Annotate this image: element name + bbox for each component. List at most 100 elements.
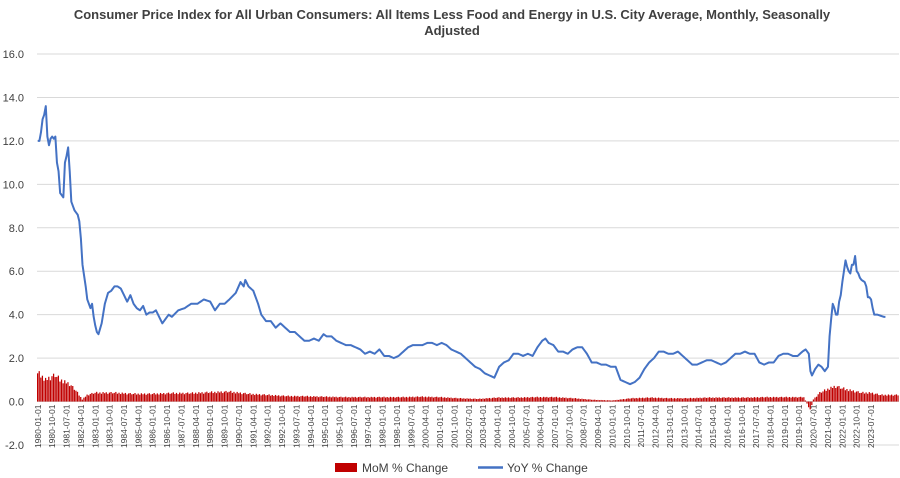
mom-bar [371, 397, 372, 402]
mom-bar [380, 397, 381, 401]
x-tick-label: 2023-07-01 [866, 404, 876, 448]
mom-bar [853, 390, 854, 401]
x-tick-label: 2000-04-01 [421, 404, 431, 448]
mom-bar [752, 398, 753, 402]
mom-bar [463, 398, 464, 401]
mom-bar [379, 397, 380, 402]
mom-bar [83, 398, 84, 402]
y-tick-label: 16.0 [3, 49, 24, 61]
mom-bar [719, 397, 720, 401]
mom-bar [600, 400, 601, 402]
mom-bar [353, 397, 354, 401]
mom-bar [759, 398, 760, 402]
mom-bar [262, 395, 263, 402]
mom-bar [744, 398, 745, 402]
mom-bar [468, 399, 469, 402]
mom-bar [781, 397, 782, 402]
mom-bar [822, 391, 823, 401]
mom-bar [288, 395, 289, 401]
mom-bar [885, 395, 886, 402]
x-axis-ticks: 1980-01-01 1980-10-01 1981-07-01 1982-04-01… [33, 404, 876, 448]
x-tick-label: 2020-07-01 [809, 404, 819, 448]
mom-bar [826, 391, 827, 402]
mom-bar [824, 389, 825, 401]
mom-bar [591, 400, 592, 402]
mom-bar [765, 397, 766, 401]
mom-bar [840, 389, 841, 402]
mom-bar [559, 397, 560, 401]
mom-bar [829, 390, 830, 402]
mom-bar [502, 397, 503, 401]
mom-bar [460, 398, 461, 402]
mom-bar [289, 397, 290, 402]
x-tick-label: 1984-07-01 [119, 404, 129, 448]
mom-bar [888, 394, 889, 401]
mom-bar [830, 387, 831, 402]
mom-bar [865, 392, 866, 401]
mom-bar [867, 394, 868, 402]
x-tick-label: 2013-01-01 [665, 404, 675, 448]
mom-bar [605, 400, 606, 401]
mom-bar [117, 394, 118, 402]
mom-bar [110, 392, 111, 402]
mom-bar [364, 397, 365, 402]
mom-bar [56, 377, 57, 402]
mom-bar [128, 393, 129, 401]
mom-bar [458, 398, 459, 401]
mom-bar [779, 397, 780, 401]
mom-bar [465, 399, 466, 402]
x-tick-label: 1998-01-01 [378, 404, 388, 448]
x-tick-label: 2019-10-01 [794, 404, 804, 448]
mom-bar [711, 398, 712, 402]
mom-bar [846, 389, 847, 402]
mom-bar [540, 397, 541, 402]
mom-bar [122, 393, 123, 402]
mom-bar [82, 400, 83, 402]
mom-bar [557, 398, 558, 402]
mom-bar [310, 396, 311, 401]
mom-bar [158, 395, 159, 402]
mom-bar [680, 398, 681, 401]
mom-bar [442, 398, 443, 402]
mom-bar [581, 399, 582, 402]
mom-bar [120, 394, 121, 401]
mom-bar [735, 397, 736, 401]
mom-bar [280, 396, 281, 401]
mom-bar [707, 398, 708, 402]
mom-bar [596, 400, 597, 401]
mom-bar [343, 397, 344, 401]
x-tick-label: 1989-01-01 [205, 404, 215, 448]
mom-bar [648, 398, 649, 402]
mom-bar [626, 399, 627, 402]
mom-bar [253, 394, 254, 402]
mom-bar [190, 393, 191, 401]
mom-bar [674, 398, 675, 401]
mom-bar [516, 398, 517, 402]
mom-bar [471, 399, 472, 402]
mom-bar [693, 398, 694, 402]
mom-bar [334, 397, 335, 401]
mom-bar [355, 397, 356, 402]
mom-bar [551, 397, 552, 402]
mom-bar [634, 398, 635, 401]
mom-bar [182, 393, 183, 402]
mom-bar [267, 395, 268, 402]
mom-bar [238, 393, 239, 401]
mom-bar [281, 396, 282, 402]
mom-bar [243, 393, 244, 401]
mom-bar [340, 397, 341, 402]
x-tick-label: 2014-07-01 [694, 404, 704, 448]
mom-bar [549, 397, 550, 401]
y-tick-label: -2.0 [5, 440, 24, 452]
mom-bar [211, 391, 212, 401]
mom-bar [492, 398, 493, 402]
mom-bar [535, 397, 536, 401]
mom-bar [249, 393, 250, 401]
mom-bar [575, 398, 576, 402]
mom-bar [593, 400, 594, 402]
mom-bar [302, 396, 303, 402]
mom-bar [59, 382, 60, 402]
mom-bar [466, 398, 467, 401]
mom-bar [177, 394, 178, 401]
mom-bar [313, 396, 314, 401]
